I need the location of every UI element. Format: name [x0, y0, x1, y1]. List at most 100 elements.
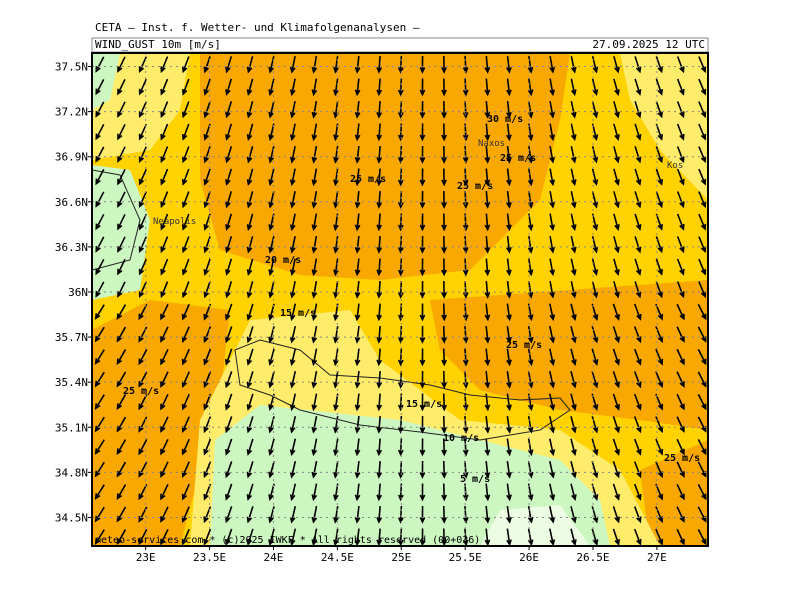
wind-arrow [591, 416, 599, 434]
wind-arrow [462, 325, 469, 344]
wind-arrow [354, 325, 361, 344]
wind-arrow [354, 393, 361, 412]
wind-arrow [570, 393, 577, 412]
wind-arrow [419, 145, 426, 164]
wind-arrow [181, 528, 190, 546]
wind-arrow [549, 190, 556, 209]
wind-arrow [333, 505, 339, 524]
wind-arrow [570, 461, 577, 479]
wind-arrow [225, 56, 233, 74]
wind-arrow [570, 348, 577, 367]
wind-arrow [116, 394, 127, 411]
wind-arrow [612, 416, 620, 434]
wind-arrow [376, 55, 383, 74]
wind-arrow [289, 213, 296, 232]
wind-arrow [655, 236, 663, 254]
wind-arrow [634, 281, 642, 299]
wind-arrow [676, 416, 685, 433]
wind-arrow [570, 146, 577, 164]
wind-arrow [246, 213, 254, 231]
wind-arrow [549, 483, 556, 502]
wind-arrow [591, 101, 599, 119]
place-name: Kos [667, 161, 683, 171]
wind-arrow [676, 236, 685, 254]
wind-arrow [441, 438, 448, 457]
wind-arrow [289, 56, 296, 74]
wind-arrow [225, 146, 233, 164]
wind-arrow [181, 326, 190, 344]
wind-arrow [95, 56, 105, 73]
wind-arrow [484, 528, 491, 546]
wind-arrow [633, 416, 642, 434]
wind-arrow [94, 484, 105, 500]
wind-arrow [289, 461, 297, 479]
wind-arrow [698, 258, 707, 276]
wind-arrow [591, 438, 599, 456]
wind-arrow [441, 190, 447, 209]
wind-arrow [160, 101, 169, 119]
y-tick-label: 35.1N [55, 421, 88, 434]
wind-arrow [160, 438, 169, 456]
wind-arrow [160, 168, 169, 186]
wind-arrow [419, 528, 426, 546]
wind-arrow [484, 460, 491, 479]
wind-arrow [676, 483, 685, 501]
wind-arrow [484, 258, 491, 277]
wind-arrow [289, 123, 296, 142]
wind-arrow [506, 303, 512, 322]
wind-arrow [311, 145, 318, 164]
wind-arrow [549, 348, 556, 367]
wind-arrow [160, 461, 169, 478]
wind-arrow [634, 258, 642, 276]
wind-arrow [655, 101, 663, 119]
wind-arrow [138, 281, 147, 298]
contour-label: 5 m/s [460, 474, 490, 485]
wind-arrow [506, 78, 512, 97]
wind-arrow [506, 505, 512, 524]
wind-arrow [612, 371, 620, 389]
wind-arrow [246, 528, 254, 546]
wind-arrow [354, 280, 361, 299]
wind-arrow [697, 484, 707, 501]
wind-arrow [484, 190, 491, 209]
wind-arrow [333, 145, 339, 164]
wind-arrow [289, 101, 296, 119]
wind-arrow [181, 101, 190, 119]
wind-arrow [225, 168, 233, 186]
wind-arrow [484, 145, 491, 164]
wind-arrow [311, 528, 318, 546]
wind-arrow [676, 101, 685, 119]
map-frame [91, 52, 709, 547]
wind-arrow [268, 191, 275, 209]
wind-arrow [462, 78, 469, 97]
wind-arrow [441, 528, 448, 546]
wind-arrow [698, 101, 707, 119]
wind-arrow [268, 78, 275, 97]
wind-arrow [484, 438, 491, 457]
wind-arrow [397, 235, 404, 254]
wind-arrow [311, 438, 318, 457]
wind-arrow [633, 461, 642, 479]
wind-arrow [441, 415, 448, 434]
wind-arrow [549, 461, 556, 479]
wind-arrow [268, 236, 275, 254]
wind-arrow [289, 326, 297, 344]
wind-arrow [613, 258, 620, 276]
wind-arrow [225, 101, 233, 119]
wind-arrow [419, 348, 426, 367]
wind-arrow [376, 325, 383, 344]
wind-arrow [333, 415, 339, 434]
wind-arrow [570, 101, 577, 119]
wind-arrow [181, 123, 190, 141]
wind-arrow [376, 100, 383, 119]
wind-arrow [570, 213, 577, 232]
wind-arrow [246, 191, 254, 209]
wind-arrow [570, 506, 577, 524]
wind-arrow [506, 280, 512, 299]
wind-arrow [655, 78, 663, 96]
wind-arrow [570, 123, 577, 142]
wind-arrow [224, 393, 233, 411]
wind-arrow [527, 258, 534, 277]
wind-arrow [376, 393, 383, 412]
contour-label: 10 m/s [443, 433, 479, 444]
